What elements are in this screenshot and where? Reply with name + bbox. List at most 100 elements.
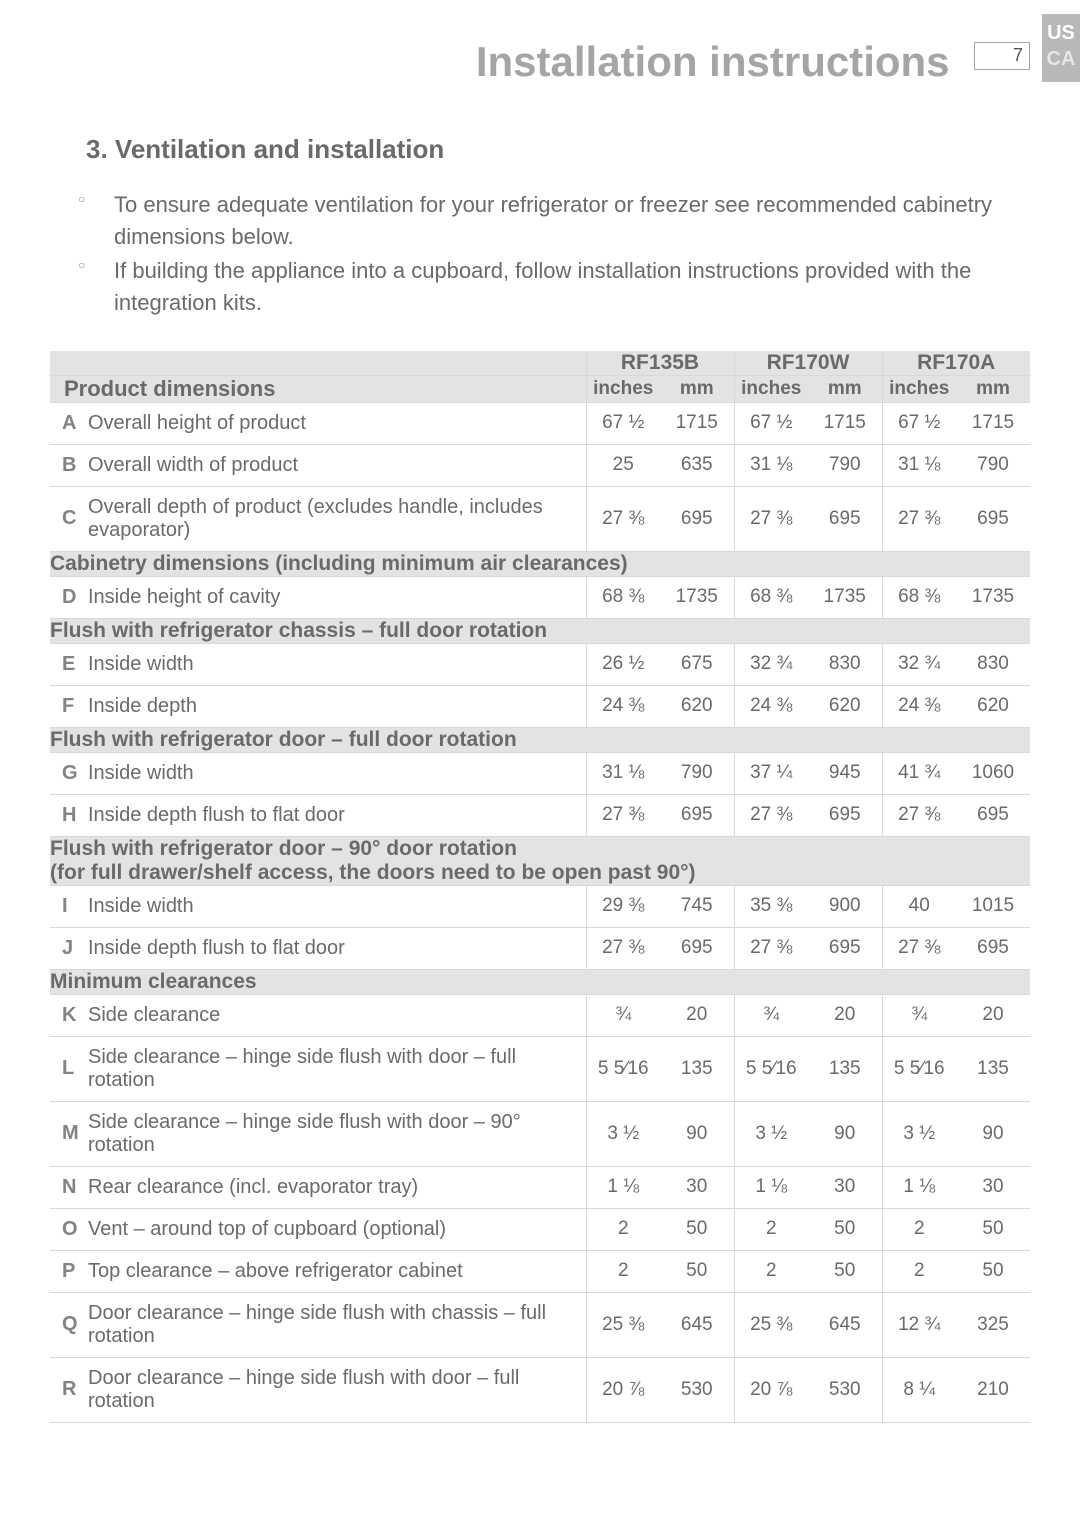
row-value: 29 ⅜	[586, 885, 660, 927]
row-letter: Q	[50, 1292, 84, 1357]
table-row: QDoor clearance – hinge side flush with …	[50, 1292, 1030, 1357]
row-value: 68 ⅜	[734, 576, 808, 618]
row-value: 25	[586, 444, 660, 486]
row-value: 27 ⅜	[882, 794, 956, 836]
row-value: 1715	[660, 402, 734, 444]
table-row: MSide clearance – hinge side flush with …	[50, 1101, 1030, 1166]
page-header: Installation instructions 7	[50, 38, 1030, 86]
row-value: 27 ⅜	[586, 486, 660, 551]
table-section-header: Flush with refrigerator chassis – full d…	[50, 618, 1030, 643]
row-value: 620	[956, 685, 1030, 727]
row-description: Vent – around top of cupboard (optional)	[84, 1208, 586, 1250]
row-value: 27 ⅜	[734, 927, 808, 969]
row-value: 695	[808, 927, 882, 969]
region-tab: US CA	[1042, 14, 1080, 82]
row-value: ¾	[586, 994, 660, 1036]
model-col: RF135B	[586, 351, 734, 376]
row-letter: J	[50, 927, 84, 969]
row-value: 5 5⁄16	[882, 1036, 956, 1101]
row-value: 40	[882, 885, 956, 927]
row-value: 25 ⅜	[586, 1292, 660, 1357]
row-letter: D	[50, 576, 84, 618]
table-section-header: Flush with refrigerator door – 90° door …	[50, 836, 1030, 885]
region-ca: CA	[1042, 46, 1080, 72]
row-value: 3 ½	[734, 1101, 808, 1166]
row-value: 50	[956, 1208, 1030, 1250]
row-letter: L	[50, 1036, 84, 1101]
row-value: 37 ¼	[734, 752, 808, 794]
row-value: 35 ⅜	[734, 885, 808, 927]
table-row: FInside depth24 ⅜62024 ⅜62024 ⅜620	[50, 685, 1030, 727]
dimensions-label: Product dimensions	[50, 375, 586, 402]
unit-col: mm	[956, 375, 1030, 402]
row-value: 325	[956, 1292, 1030, 1357]
row-value: 675	[660, 643, 734, 685]
row-value: 31 ⅛	[734, 444, 808, 486]
unit-col: mm	[660, 375, 734, 402]
unit-col: mm	[808, 375, 882, 402]
row-value: 1015	[956, 885, 1030, 927]
row-value: 50	[660, 1208, 734, 1250]
row-description: Door clearance – hinge side flush with c…	[84, 1292, 586, 1357]
row-description: Inside width	[84, 885, 586, 927]
row-value: 1060	[956, 752, 1030, 794]
row-description: Inside depth flush to flat door	[84, 794, 586, 836]
row-value: 24 ⅜	[882, 685, 956, 727]
row-value: 135	[956, 1036, 1030, 1101]
row-letter: R	[50, 1357, 84, 1422]
row-value: 790	[808, 444, 882, 486]
row-description: Overall depth of product (excludes handl…	[84, 486, 586, 551]
row-value: 2	[734, 1208, 808, 1250]
row-value: 27 ⅜	[734, 794, 808, 836]
row-value: 2	[882, 1208, 956, 1250]
row-value: 90	[808, 1101, 882, 1166]
row-description: Door clearance – hinge side flush with d…	[84, 1357, 586, 1422]
row-value: 1 ⅛	[586, 1166, 660, 1208]
row-value: 20	[956, 994, 1030, 1036]
row-value: 90	[660, 1101, 734, 1166]
row-value: 945	[808, 752, 882, 794]
unit-col: inches	[882, 375, 956, 402]
table-row: IInside width29 ⅜74535 ⅜900401015	[50, 885, 1030, 927]
unit-header-row: Product dimensions inches mm inches mm i…	[50, 375, 1030, 402]
table-row: NRear clearance (incl. evaporator tray)1…	[50, 1166, 1030, 1208]
row-description: Overall height of product	[84, 402, 586, 444]
dimensions-table: RF135B RF170W RF170A Product dimensions …	[50, 351, 1030, 1423]
row-value: 25 ⅜	[734, 1292, 808, 1357]
row-value: 20	[808, 994, 882, 1036]
row-value: 3 ½	[882, 1101, 956, 1166]
row-description: Inside width	[84, 752, 586, 794]
row-description: Inside depth flush to flat door	[84, 927, 586, 969]
row-value: 2	[586, 1250, 660, 1292]
row-letter: O	[50, 1208, 84, 1250]
row-letter: N	[50, 1166, 84, 1208]
bullet-item: If building the appliance into a cupboar…	[50, 255, 1030, 319]
row-value: 790	[660, 752, 734, 794]
row-value: 2	[734, 1250, 808, 1292]
table-section-header: Cabinetry dimensions (including minimum …	[50, 551, 1030, 576]
row-value: 620	[808, 685, 882, 727]
row-value: 695	[660, 486, 734, 551]
row-value: 8 ¼	[882, 1357, 956, 1422]
section-header-cell: Cabinetry dimensions (including minimum …	[50, 551, 1030, 576]
row-letter: P	[50, 1250, 84, 1292]
section-header-cell: Flush with refrigerator door – 90° door …	[50, 836, 1030, 885]
table-row: AOverall height of product67 ½171567 ½17…	[50, 402, 1030, 444]
row-value: 41 ¾	[882, 752, 956, 794]
row-value: 1715	[808, 402, 882, 444]
row-description: Overall width of product	[84, 444, 586, 486]
row-value: 3 ½	[586, 1101, 660, 1166]
unit-col: inches	[734, 375, 808, 402]
section-header-cell: Minimum clearances	[50, 969, 1030, 994]
row-value: 20	[660, 994, 734, 1036]
row-value: 50	[808, 1250, 882, 1292]
row-description: Inside width	[84, 643, 586, 685]
row-value: 68 ⅜	[882, 576, 956, 618]
row-value: 1735	[808, 576, 882, 618]
row-description: Rear clearance (incl. evaporator tray)	[84, 1166, 586, 1208]
row-value: 620	[660, 685, 734, 727]
page-number: 7	[974, 42, 1030, 70]
row-value: 530	[808, 1357, 882, 1422]
table-row: EInside width26 ½67532 ¾83032 ¾830	[50, 643, 1030, 685]
row-value: 32 ¾	[882, 643, 956, 685]
